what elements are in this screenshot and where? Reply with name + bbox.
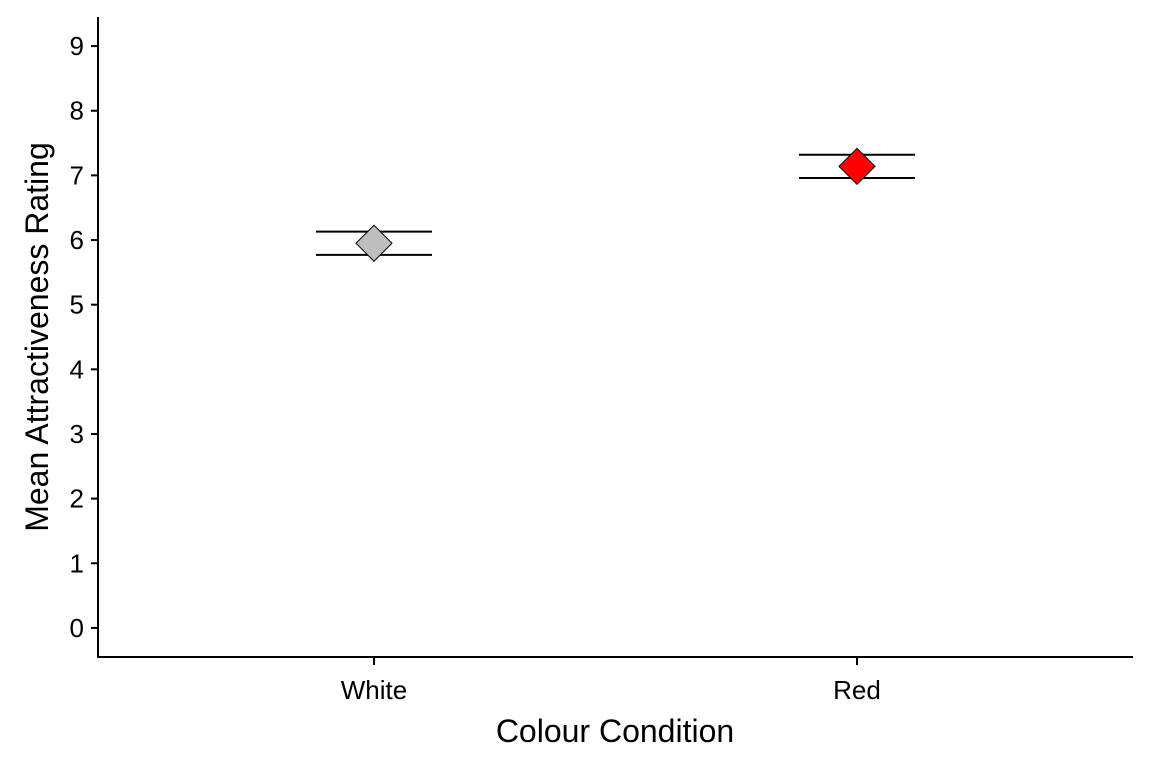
- y-ticks: 0 1 2 3 4 5 6 7 8 9: [70, 31, 98, 643]
- x-axis-title: Colour Condition: [496, 713, 734, 749]
- y-tick-label: 5: [70, 290, 84, 320]
- x-ticks: White Red: [341, 657, 881, 705]
- x-tick-label: Red: [833, 675, 881, 705]
- y-tick-label: 8: [70, 96, 84, 126]
- y-tick-label: 2: [70, 484, 84, 514]
- y-tick-label: 7: [70, 160, 84, 190]
- mean-point-diamond: [355, 224, 393, 262]
- y-tick-label: 3: [70, 419, 84, 449]
- data-marks: [316, 147, 915, 262]
- y-tick-label: 1: [70, 548, 84, 578]
- mean-point-diamond: [838, 147, 876, 186]
- y-tick-label: 6: [70, 225, 84, 255]
- y-tick-label: 0: [70, 613, 84, 643]
- axes: [97, 17, 1133, 658]
- y-tick-label: 4: [70, 354, 84, 384]
- y-tick-label: 9: [70, 31, 84, 61]
- x-tick-label: White: [341, 675, 407, 705]
- y-axis-title: Mean Attractiveness Rating: [19, 142, 55, 532]
